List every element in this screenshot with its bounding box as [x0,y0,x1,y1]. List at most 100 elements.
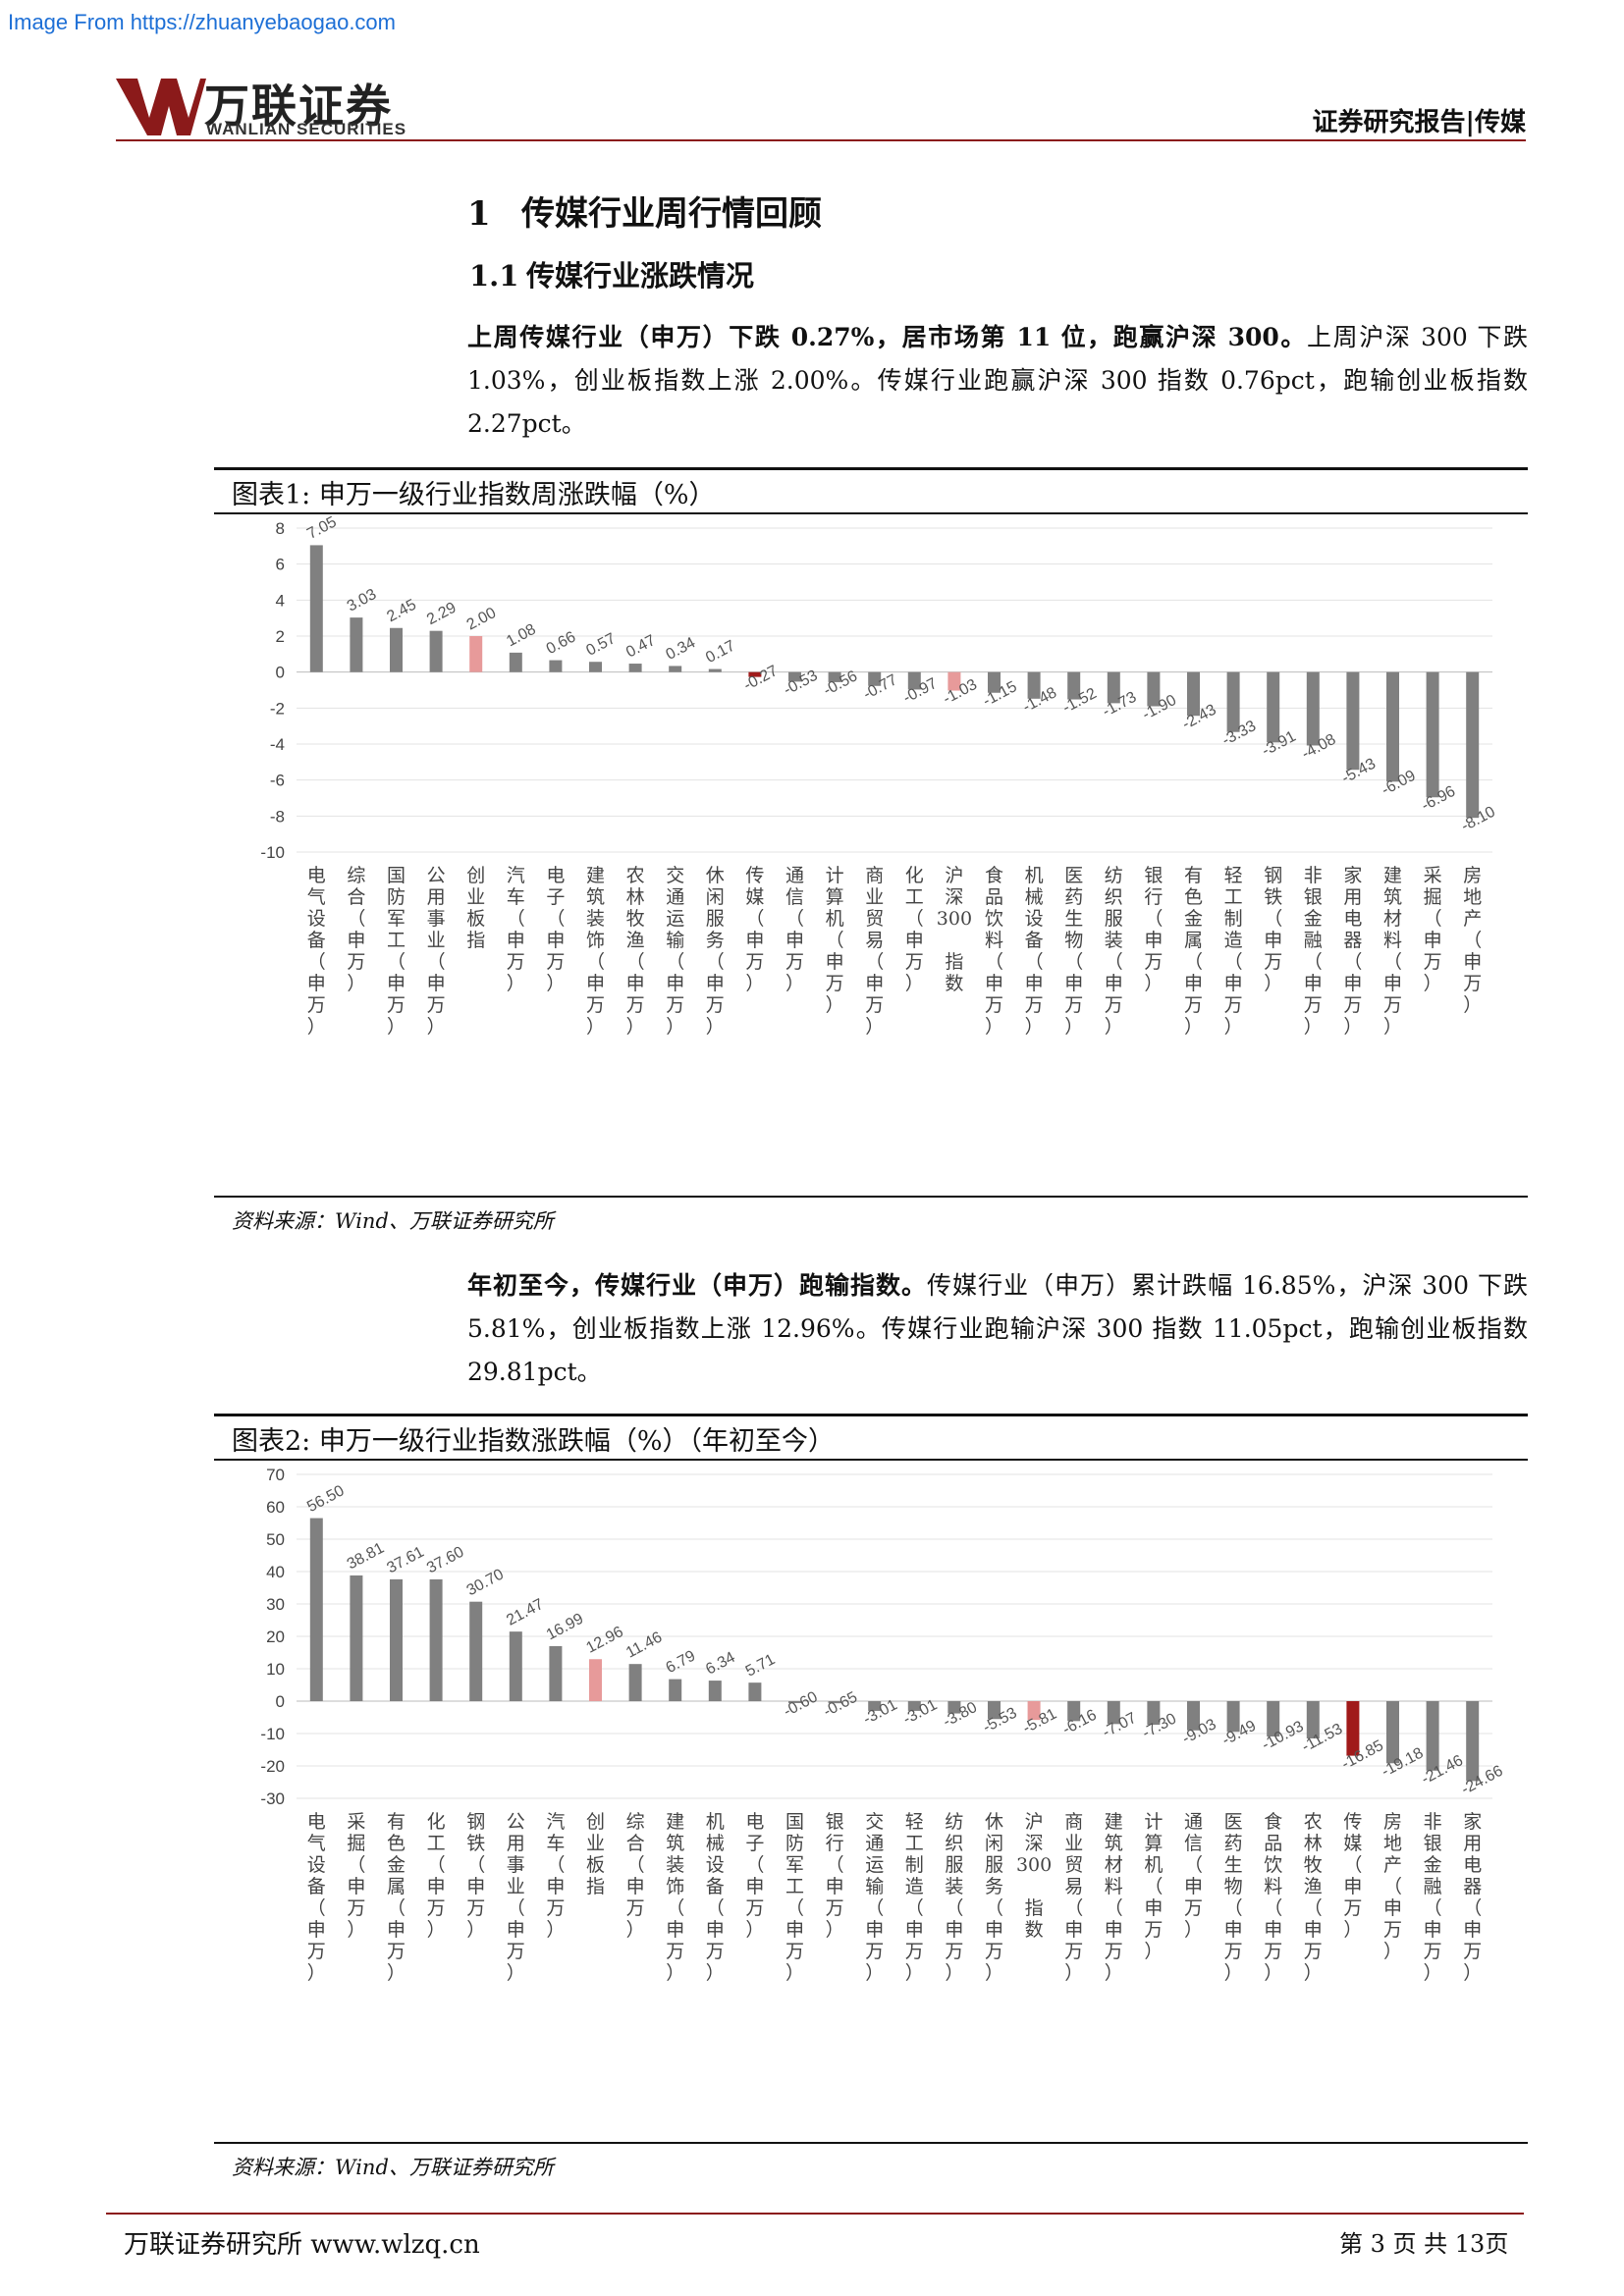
ytd-category-label: 电气设备（申万） [307,1811,326,1984]
section-number: 1 [467,194,491,234]
figure1-top-rule [214,467,1528,470]
weekly-bar [628,664,642,672]
weekly-category-label: 计算机（申万） [826,865,844,1016]
ytd-data-label: 11.46 [623,1629,665,1661]
ytd-bar [1346,1701,1360,1756]
ytd-category-label: 有色金属（申万） [387,1811,406,1984]
paragraph-ytd-lead: 年初至今，传媒行业（申万）跑输指数。 [467,1271,928,1300]
figure1-source: 资料来源：Wind、万联证券研究所 [232,1209,554,1233]
ytd-category-label: 机械设备（申万） [706,1811,725,1984]
ytd-category-label: 沪深 300 指数 [1016,1811,1052,1941]
ytd-data-label: 30.70 [464,1566,507,1599]
weekly-category-label: 传媒（申万） [745,865,764,994]
ytd-y-tick-label: 20 [266,1628,285,1646]
weekly-data-label: 2.45 [384,597,419,626]
weekly-bar [1187,671,1200,717]
weekly-y-tick-label: -10 [260,843,285,862]
subsection-heading: 1.1 传媒行业涨跌情况 [469,253,754,294]
weekly-bar [1067,671,1081,700]
ytd-y-tick-label: 70 [266,1466,285,1484]
ytd-y-tick-label: 0 [276,1692,285,1711]
weekly-data-label: 0.17 [703,637,738,667]
weekly-bar [788,671,801,682]
footer-divider [106,2213,1524,2215]
ytd-category-label: 国防军工（申万） [785,1811,804,1984]
ytd-bar [907,1701,921,1711]
weekly-y-tick-label: -4 [270,735,285,754]
ytd-y-tick-label: -30 [260,1789,285,1808]
weekly-category-label: 沪深 300 指数 [937,865,972,994]
footer-website[interactable]: 万联证券研究所 www.wlzq.cn [124,2230,480,2260]
ytd-category-label: 银行（申万） [826,1811,844,1941]
ytd-category-label: 通信（申万） [1184,1811,1203,1941]
ytd-data-label: 6.34 [703,1649,738,1679]
weekly-y-tick-label: -8 [270,807,285,826]
paragraph-weekly-lead: 上周传媒行业（申万）下跌 0.27%，居市场第 11 位，跑赢沪深 300。 [467,323,1308,351]
weekly-category-label: 公用事业（申万） [427,865,446,1038]
weekly-bar [589,662,602,672]
ytd-bar [868,1701,882,1711]
figure1-title-rule [214,512,1528,514]
weekly-bar [868,671,882,686]
report-category: 证券研究报告|传媒 [1312,108,1526,137]
weekly-category-label: 电子（申万） [546,865,565,994]
ytd-category-label: 创业板指 [586,1811,605,1897]
ytd-bar [1466,1701,1480,1782]
weekly-category-label: 商业贸易（申万） [865,865,884,1038]
ytd-data-label: -10.93 [1260,1718,1307,1753]
ytd-bar [1147,1701,1161,1726]
weekly-bar [549,660,563,672]
ytd-y-tick-label: -10 [260,1725,285,1743]
ytd-bar [509,1631,522,1701]
ytd-data-label: 12.96 [583,1624,625,1657]
ytd-y-tick-label: -20 [260,1757,285,1776]
ytd-y-tick-label: 10 [266,1660,285,1679]
weekly-bar [748,671,762,677]
page-number: 第 3 页 共 13页 [1339,2230,1509,2258]
chart-ytd-change: 70 60 50 40 30 20 10 0 -10 -20 -30 56.50 电气设备（申万） 38.… [260,1466,1505,1984]
ytd-category-label: 商业贸易（申万） [1064,1811,1083,1984]
weekly-y-tick-label: 2 [276,627,285,646]
ytd-bar [1426,1701,1439,1771]
weekly-category-label: 电气设备（申万） [307,865,326,1038]
ytd-bar [988,1701,1001,1720]
paragraph-ytd: 年初至今，传媒行业（申万）跑输指数。传媒行业（申万）累计跌幅 16.85%，沪深… [467,1264,1528,1394]
weekly-bar [708,668,722,672]
weekly-bar [1386,671,1399,782]
section-heading: 1 传媒行业周行情回顾 [467,187,822,235]
chart-weekly-change: 8 6 4 2 0 -2 -4 -6 -8 -10 7.05 电气设备（申万） 3.03 综合（申万） 2.… [260,514,1497,1038]
ytd-data-label: -0.65 [821,1688,860,1720]
paragraph-weekly: 上周传媒行业（申万）下跌 0.27%，居市场第 11 位，跑赢沪深 300。上周… [467,316,1528,446]
weekly-category-label: 休闲服务（申万） [706,865,725,1038]
weekly-category-label: 银行（申万） [1144,865,1163,994]
ytd-category-label: 休闲服务（申万） [985,1811,1003,1984]
ytd-bar [350,1575,363,1701]
weekly-bar [390,627,403,672]
ytd-bar [390,1578,403,1701]
source-url[interactable]: Image From https://zhuanyebaogao.com [8,10,396,34]
weekly-data-label: 0.57 [583,630,619,660]
ytd-bar [1226,1701,1240,1733]
weekly-category-label: 房地产（申万） [1463,865,1482,1016]
weekly-category-label: 医药生物（申万） [1064,865,1083,1038]
weekly-data-label: 2.00 [464,605,500,634]
weekly-bar [350,617,363,672]
ytd-y-tick-label: 50 [266,1530,285,1549]
weekly-bar [1267,671,1280,743]
weekly-category-label: 交通运输（申万） [666,865,684,1038]
ytd-category-label: 化工（申万） [427,1811,446,1941]
ytd-category-label: 轻工制造（申万） [905,1811,924,1984]
ytd-category-label: 建筑装饰（申万） [666,1811,684,1984]
paragraph-ytd-body: 传媒行业（申万）累计跌幅 16.85%，沪深 300 下跌 5.81%，创业板指… [467,1271,1528,1386]
figure2-top-rule [214,1414,1528,1416]
weekly-data-label: 0.34 [664,634,699,664]
ytd-bar [628,1664,642,1701]
weekly-y-tick-label: 4 [276,591,285,610]
ytd-category-label: 家用电器（申万） [1463,1811,1482,1984]
ytd-category-label: 钢铁（申万） [466,1811,485,1941]
ytd-data-label: -11.53 [1299,1721,1345,1756]
figure1-bottom-rule [214,1196,1528,1198]
weekly-category-label: 创业板指 [466,865,485,951]
ytd-data-label: 5.71 [743,1651,779,1681]
weekly-category-label: 非银金融（申万） [1304,865,1323,1038]
